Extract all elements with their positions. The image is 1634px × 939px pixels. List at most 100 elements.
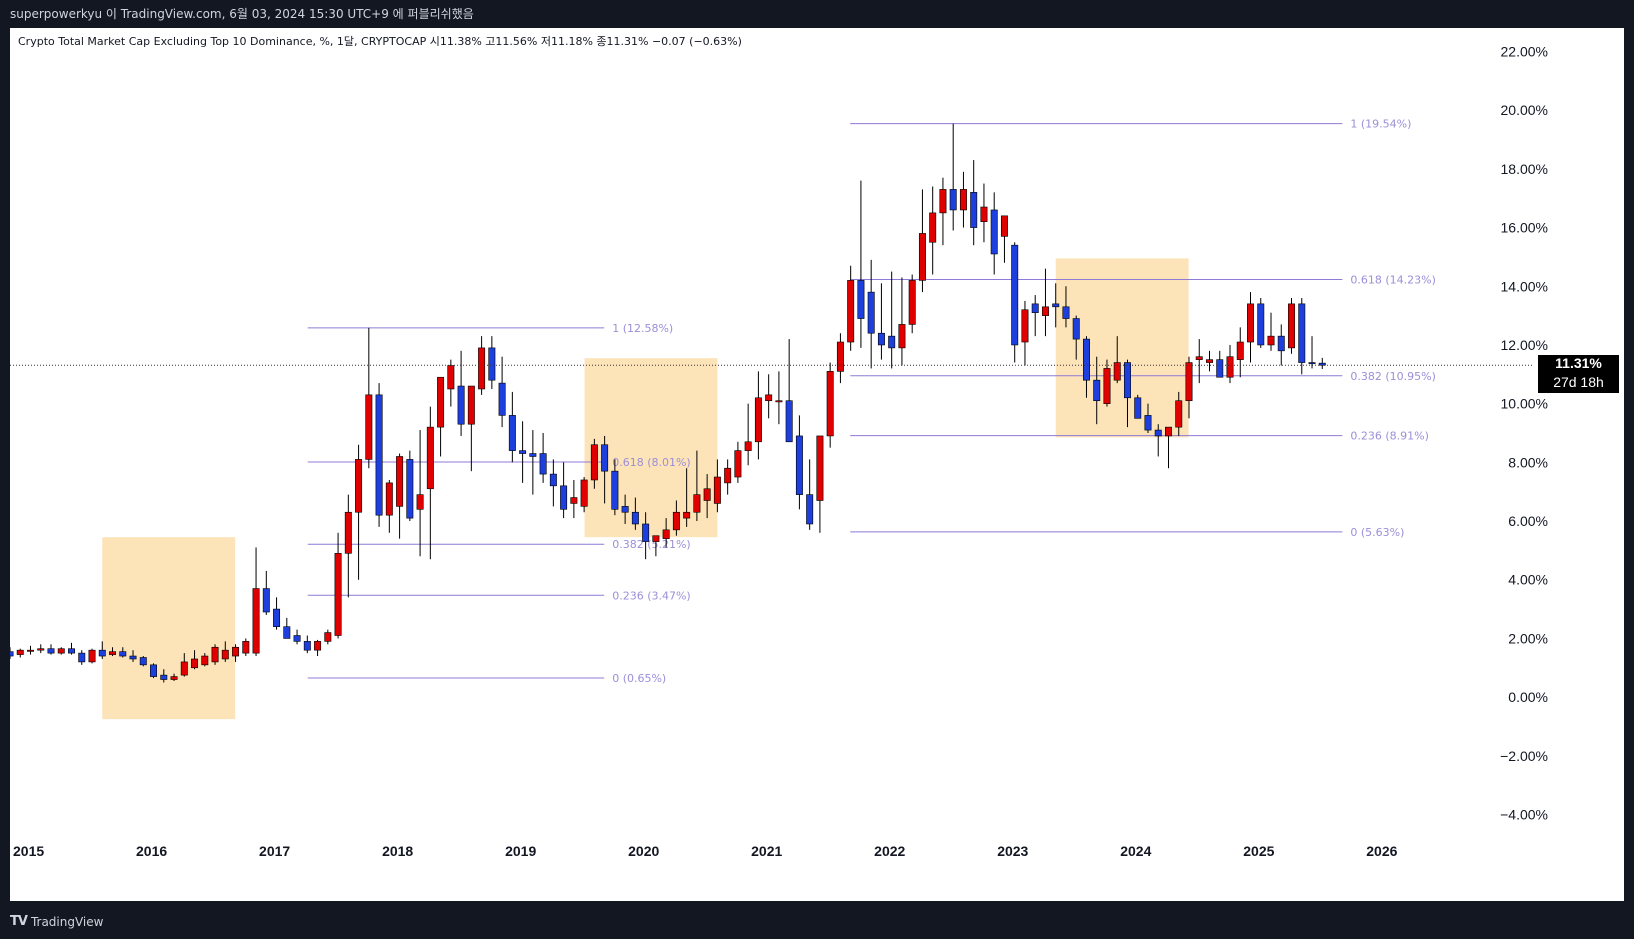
candle-body: [549, 473, 557, 487]
candle-body: [1267, 335, 1275, 346]
candle-body: [703, 488, 711, 501]
candle-body: [180, 661, 188, 676]
candle-body: [385, 482, 393, 516]
candle-body: [283, 626, 291, 639]
candle-body: [1052, 303, 1060, 308]
candle-body: [160, 674, 168, 680]
candle-body: [570, 497, 578, 504]
candle-body: [1247, 303, 1254, 343]
candle-body: [170, 676, 178, 680]
candle-body: [1165, 426, 1172, 437]
candle-body: [201, 655, 209, 666]
candle-body: [693, 494, 701, 513]
x-tick-label: 2019: [505, 843, 536, 859]
fib-level-label: 1 (19.54%): [1350, 118, 1411, 131]
candle-body: [744, 441, 752, 451]
candle-body: [539, 453, 547, 475]
candle-body: [232, 646, 240, 657]
x-tick-label: 2025: [1243, 843, 1274, 859]
y-tick-label: 16.00%: [1501, 220, 1548, 236]
candle-body: [262, 588, 270, 613]
y-tick-label: 14.00%: [1501, 278, 1548, 294]
price-chart[interactable]: 1 (12.58%) 0.618 (8.01%) 0.382 (5.21%) 0.23…: [10, 28, 1624, 901]
fib-level-label: 0.236 (3.47%): [612, 589, 691, 602]
candle-body: [303, 641, 311, 651]
candle-body: [119, 651, 127, 657]
candle-body: [980, 206, 988, 222]
candle-body: [970, 192, 978, 228]
candle-body: [785, 400, 793, 443]
candle-body: [529, 453, 537, 457]
candle-body: [57, 648, 65, 654]
y-tick-label: 12.00%: [1501, 337, 1548, 353]
y-tick-label: 22.00%: [1501, 43, 1548, 59]
candle-body: [1257, 303, 1265, 346]
candle-body: [826, 371, 834, 437]
candle-body: [1277, 335, 1285, 352]
candle-body: [109, 651, 116, 655]
tradingview-logo[interactable]: TV TradingView: [10, 914, 103, 929]
candle-body: [1093, 379, 1101, 402]
candle-body: [508, 415, 516, 451]
candle-body: [47, 648, 55, 654]
candle-body: [129, 655, 137, 660]
candle-body: [1216, 359, 1224, 378]
candle-body: [816, 435, 824, 501]
brand-name: TradingView: [30, 914, 104, 929]
x-tick-label: 2026: [1366, 843, 1397, 859]
candle-body: [929, 212, 937, 243]
candle-body: [918, 233, 926, 281]
y-tick-label: −4.00%: [1500, 807, 1548, 823]
candle-body: [1021, 309, 1029, 343]
candle-body: [621, 506, 629, 513]
candle-body: [68, 648, 75, 654]
x-tick-label: 2015: [13, 843, 44, 859]
candle-body: [467, 385, 475, 425]
candle-body: [590, 444, 598, 481]
candle-body: [498, 382, 506, 416]
candle-body: [631, 511, 639, 525]
candle-body: [1041, 306, 1049, 316]
candle-body: [1236, 341, 1244, 360]
candle-body: [560, 485, 568, 510]
x-tick-label: 2024: [1120, 843, 1151, 859]
candle-body: [580, 479, 588, 507]
candle-body: [1185, 362, 1193, 402]
candle-body: [1308, 362, 1316, 365]
chart-frame[interactable]: 1 (12.58%) 0.618 (8.01%) 0.382 (5.21%) 0.23…: [10, 28, 1624, 901]
y-tick-label: 6.00%: [1508, 513, 1548, 529]
candle-body: [795, 435, 803, 495]
candle-body: [1103, 368, 1111, 404]
candle-body: [959, 189, 967, 211]
candle-body: [1062, 306, 1070, 319]
tradingview-icon: TV: [10, 914, 28, 929]
candle-body: [10, 651, 14, 657]
y-tick-label: 0.00%: [1508, 689, 1548, 705]
x-tick-label: 2018: [382, 843, 413, 859]
candle-body: [1298, 303, 1306, 363]
candle-body: [1226, 356, 1234, 378]
candle-body: [867, 291, 875, 334]
fib-level-label: 0.382 (5.21%): [612, 538, 691, 551]
candle-body: [211, 646, 219, 663]
candle-body: [191, 658, 199, 669]
y-tick-label: 4.00%: [1508, 572, 1548, 588]
candle-body: [601, 444, 609, 472]
candle-body: [939, 189, 947, 214]
candle-body: [457, 385, 465, 425]
candle-body: [713, 476, 721, 504]
candle-body: [365, 394, 373, 460]
candle-body: [1154, 429, 1162, 437]
candle-body: [898, 324, 906, 349]
x-tick-label: 2022: [874, 843, 905, 859]
candle-body: [324, 632, 332, 642]
candle-body: [478, 347, 486, 390]
candle-body: [355, 459, 363, 513]
candle-body: [252, 588, 260, 654]
fib-level-label: 1 (12.58%): [612, 322, 673, 335]
fib-level-label: 0.382 (10.95%): [1350, 370, 1436, 383]
last-price-label: 11.31%: [1538, 355, 1619, 375]
highlight-box: [1055, 258, 1189, 438]
candle-body: [1124, 362, 1131, 399]
x-tick-label: 2017: [259, 843, 290, 859]
